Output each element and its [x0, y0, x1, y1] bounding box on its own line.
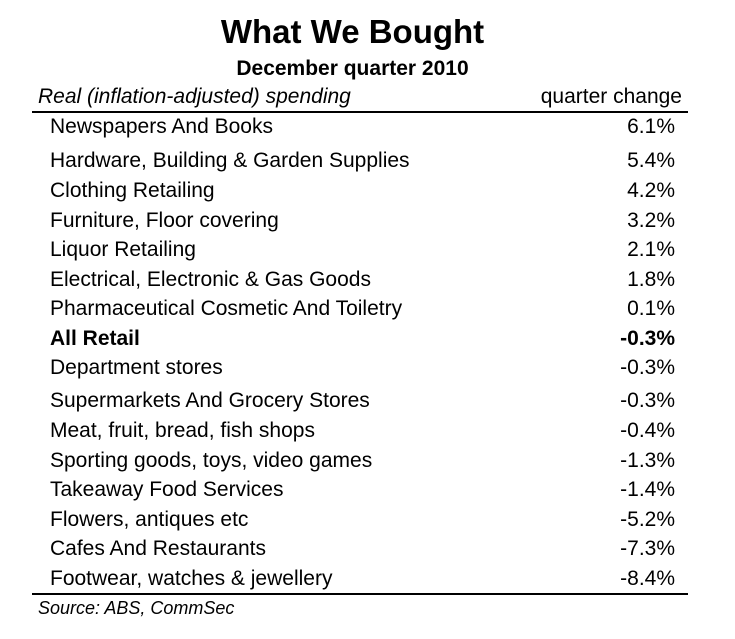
footer-rule	[32, 593, 688, 595]
table-row-value: 1.8%	[627, 268, 675, 291]
table-row-label: Hardware, Building & Garden Supplies	[50, 149, 410, 172]
table-row-value: -0.3%	[620, 356, 675, 379]
table-row-label: Department stores	[50, 356, 223, 379]
table-row-label: Cafes And Restaurants	[50, 537, 266, 560]
column-header-spending: Real (inflation-adjusted) spending	[38, 85, 351, 108]
table-row-value: 2.1%	[627, 238, 675, 261]
table-row-label: Meat, fruit, bread, fish shops	[50, 419, 315, 442]
table-row-value: 6.1%	[627, 115, 675, 138]
table-row-value: -1.3%	[620, 449, 675, 472]
source-note: Source: ABS, CommSec	[38, 598, 235, 618]
table-row-label: Pharmaceutical Cosmetic And Toiletry	[50, 297, 403, 320]
table-row-label: Footwear, watches & jewellery	[50, 567, 333, 590]
table-row-value: -0.3%	[620, 389, 675, 412]
table-row-value: 3.2%	[627, 209, 675, 232]
table-row-value: -5.2%	[620, 508, 675, 531]
table-row-label: Takeaway Food Services	[50, 478, 284, 501]
table-row-value: 4.2%	[627, 179, 675, 202]
table-row-label: Newspapers And Books	[50, 115, 273, 138]
table-row-label: Liquor Retailing	[50, 238, 196, 261]
table-row-value: 5.4%	[627, 149, 675, 172]
table-row-value: -1.4%	[620, 478, 675, 501]
chart-title: What We Bought	[220, 13, 485, 50]
table-row-value: 0.1%	[627, 297, 675, 320]
chart-subtitle: December quarter 2010	[236, 57, 469, 80]
table-row-value: -0.3%	[620, 327, 675, 350]
table-row-value: -8.4%	[620, 567, 675, 590]
table-row-value: -0.4%	[620, 419, 675, 442]
table-row-label: Supermarkets And Grocery Stores	[50, 389, 370, 412]
table-row-label: Clothing Retailing	[50, 179, 215, 202]
table-row-label: Sporting goods, toys, video games	[50, 449, 373, 472]
table-row-value: -7.3%	[620, 537, 675, 560]
table-row-label: Flowers, antiques etc	[50, 508, 249, 531]
header-rule	[32, 111, 688, 113]
column-header-quarter-change: quarter change	[540, 85, 682, 108]
table-row-label: Furniture, Floor covering	[50, 209, 279, 232]
table-row-label: Electrical, Electronic & Gas Goods	[50, 268, 371, 291]
table-row-label: All Retail	[50, 327, 140, 350]
